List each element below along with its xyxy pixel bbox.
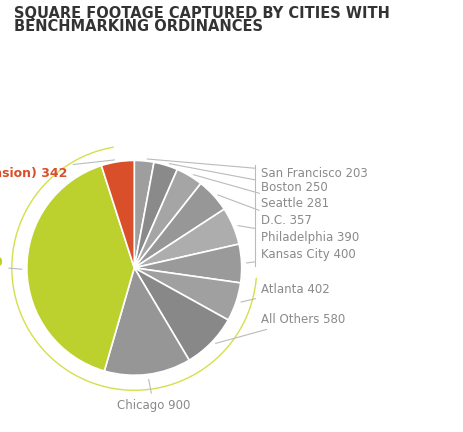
Text: Seattle 281: Seattle 281 bbox=[193, 175, 329, 210]
Text: Philadelphia 390: Philadelphia 390 bbox=[238, 226, 359, 244]
Wedge shape bbox=[134, 160, 154, 268]
Wedge shape bbox=[134, 268, 228, 360]
Wedge shape bbox=[134, 184, 224, 268]
Text: BENCHMARKING ORDINANCES: BENCHMARKING ORDINANCES bbox=[14, 19, 263, 35]
Text: NYC (Before) 2,800: NYC (Before) 2,800 bbox=[0, 256, 22, 269]
Text: Boston 250: Boston 250 bbox=[169, 164, 328, 194]
Text: Chicago 900: Chicago 900 bbox=[117, 379, 190, 412]
Wedge shape bbox=[27, 165, 134, 371]
Wedge shape bbox=[134, 244, 242, 283]
Wedge shape bbox=[134, 169, 201, 268]
Text: San Francisco 203: San Francisco 203 bbox=[147, 159, 368, 180]
Text: Kansas City 400: Kansas City 400 bbox=[246, 248, 356, 263]
Wedge shape bbox=[134, 268, 241, 320]
Text: All Others 580: All Others 580 bbox=[216, 313, 345, 343]
Wedge shape bbox=[134, 162, 177, 268]
Text: NYC (Expansion) 342: NYC (Expansion) 342 bbox=[0, 160, 114, 180]
Text: SQUARE FOOTAGE CAPTURED BY CITIES WITH: SQUARE FOOTAGE CAPTURED BY CITIES WITH bbox=[14, 6, 390, 22]
Wedge shape bbox=[101, 160, 134, 268]
Text: Atlanta 402: Atlanta 402 bbox=[241, 283, 330, 302]
Text: D.C. 357: D.C. 357 bbox=[218, 195, 312, 227]
Wedge shape bbox=[134, 209, 239, 268]
Wedge shape bbox=[104, 268, 189, 375]
